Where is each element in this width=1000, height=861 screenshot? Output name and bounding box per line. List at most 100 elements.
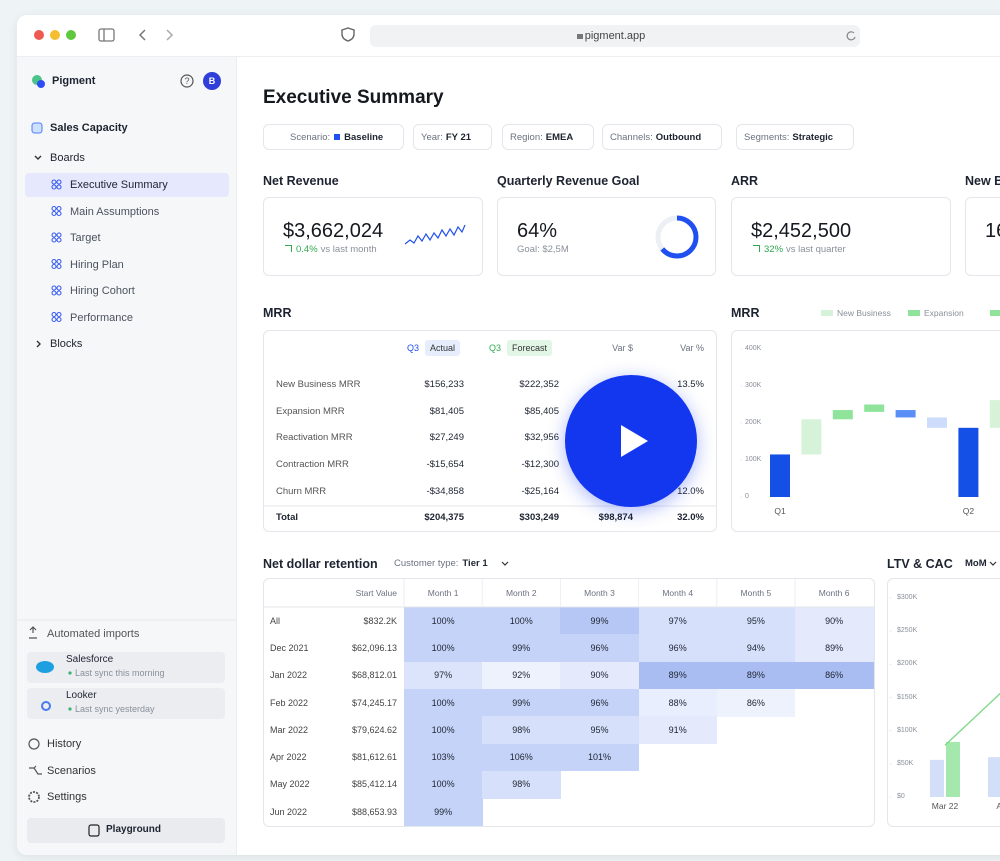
board-item: Main Assumptions <box>70 205 160 218</box>
cell: -$12,300 <box>521 459 559 470</box>
y-tick-label: $200K <box>897 660 918 668</box>
filter-value: Strategic <box>792 131 834 143</box>
board-item: Hiring Cohort <box>70 285 135 297</box>
play-button[interactable] <box>565 375 697 507</box>
column-name: Actual <box>425 340 461 356</box>
x-tick-label: Apr <box>996 801 1000 811</box>
nav-item: Scenarios <box>47 764 96 777</box>
nav-item: Settings <box>47 791 87 803</box>
kpi-title: Quarterly Revenue Goal <box>497 174 640 188</box>
heat-cell-value: 90% <box>590 670 609 681</box>
filter-chip[interactable]: Channels: Outbound <box>602 124 723 150</box>
row-label: Jan 2022 <box>270 670 308 681</box>
cell: $204,375 <box>424 512 464 523</box>
heat-cell <box>560 743 640 772</box>
y-tick-label: $250K <box>897 627 918 635</box>
cell: -$34,858 <box>426 485 464 497</box>
cell: $222,352 <box>519 379 559 390</box>
column-name: Forecast <box>507 340 553 356</box>
heat-cell-value: 106% <box>509 752 533 763</box>
page-title: Executive Summary <box>263 87 444 108</box>
heat-cell <box>404 743 483 772</box>
filter-chip[interactable]: Region: EMEA <box>502 124 595 150</box>
column-name: Var % <box>680 343 704 353</box>
scenario-swatch <box>334 134 341 140</box>
heat-cell <box>404 770 483 799</box>
playground: Playground <box>106 824 162 835</box>
filter-value: Outbound <box>655 131 702 143</box>
play-triangle <box>621 425 648 457</box>
url: pigment.app <box>584 30 646 42</box>
ndr-filter-label: Customer type: <box>394 558 459 569</box>
mrr-table-title: MRR <box>263 306 292 320</box>
nav-item: History <box>47 738 82 750</box>
heat-cell-value: 100% <box>431 697 455 708</box>
board-item: Target <box>70 232 101 244</box>
ndr-filter-value: Tier 1 <box>462 558 488 569</box>
heat-cell <box>560 688 640 717</box>
filter-value: FY 21 <box>445 131 472 143</box>
start-value: $74,245.17 <box>351 697 397 708</box>
start-value: $79,624.62 <box>351 724 397 735</box>
heat-cell <box>638 716 718 744</box>
cell: $98,874 <box>598 512 633 523</box>
heat-cell <box>795 607 874 635</box>
column-header: Start Value <box>355 588 397 598</box>
heat-cell <box>716 634 796 663</box>
heat-cell <box>560 634 640 663</box>
cell: -$25,164 <box>521 485 559 497</box>
filter-chip[interactable]: Scenario: Baseline <box>263 124 405 150</box>
heat-cell-value: 95% <box>746 615 765 626</box>
cell: 12.0% <box>677 485 704 497</box>
ltv-title: LTV & CAC <box>887 557 953 571</box>
y-tick-label: $150K <box>897 693 918 701</box>
start-value: $68,812.01 <box>351 670 397 681</box>
cell: -$15,654 <box>426 459 464 470</box>
row-label: Mar 2022 <box>270 724 309 735</box>
column-period: Q3 <box>407 343 420 353</box>
top-bar <box>17 15 1000 57</box>
x-tick-label: Q2 <box>962 506 975 516</box>
heat-cell-value: 99% <box>512 697 531 708</box>
column-header: Month 1 <box>427 588 459 598</box>
heat-cell-value: 94% <box>746 642 765 653</box>
y-tick-label: 100K <box>745 456 762 463</box>
start-value: $832.2K <box>363 615 397 626</box>
cell: $32,956 <box>524 432 559 443</box>
avatar-initial: B <box>208 76 216 86</box>
play-icon <box>621 425 648 457</box>
kpi-value: 64% <box>517 220 558 242</box>
filter-chip[interactable]: Year: FY 21 <box>413 124 493 150</box>
heat-cell-value: 89% <box>825 642 844 653</box>
cell: $27,249 <box>429 432 464 443</box>
row-label: Dec 2021 <box>270 642 309 653</box>
kpi-note: vs last month <box>320 244 377 255</box>
column-header: Month 4 <box>662 588 694 598</box>
heat-cell-value: 88% <box>668 697 687 708</box>
kpi-title: ARR <box>731 174 759 188</box>
imports-label: Automated imports <box>47 628 140 640</box>
heat-cell <box>795 661 874 690</box>
help: ? <box>184 76 190 86</box>
boards-label: Boards <box>50 152 85 164</box>
row-label: Feb 2022 <box>270 697 309 708</box>
heat-cell-value: 96% <box>590 697 609 708</box>
blocks-label: Blocks <box>50 338 83 350</box>
brand: Pigment <box>52 75 96 87</box>
import-status: Last sync this morning <box>75 668 165 678</box>
start-value: $81,612.61 <box>351 752 397 763</box>
heat-cell-value: 99% <box>590 615 609 626</box>
filter-chip[interactable]: Segments: Strategic <box>736 124 855 150</box>
kpi-card <box>965 197 1000 276</box>
heat-cell-value: 100% <box>431 724 455 735</box>
x-tick-label: Mar 22 <box>931 801 959 811</box>
filter-label: Channels: <box>610 131 653 143</box>
legend-label: Expansion <box>924 308 964 318</box>
kpi-delta-value: 32% <box>764 244 784 255</box>
mrr-chart-card <box>731 330 1000 532</box>
heat-cell-value: 100% <box>509 615 533 626</box>
heat-cell-value: 97% <box>668 615 687 626</box>
kpi-delta: 32% vs last quarter <box>753 242 846 258</box>
heat-cell <box>716 688 796 717</box>
column-header: Month 5 <box>740 588 772 598</box>
